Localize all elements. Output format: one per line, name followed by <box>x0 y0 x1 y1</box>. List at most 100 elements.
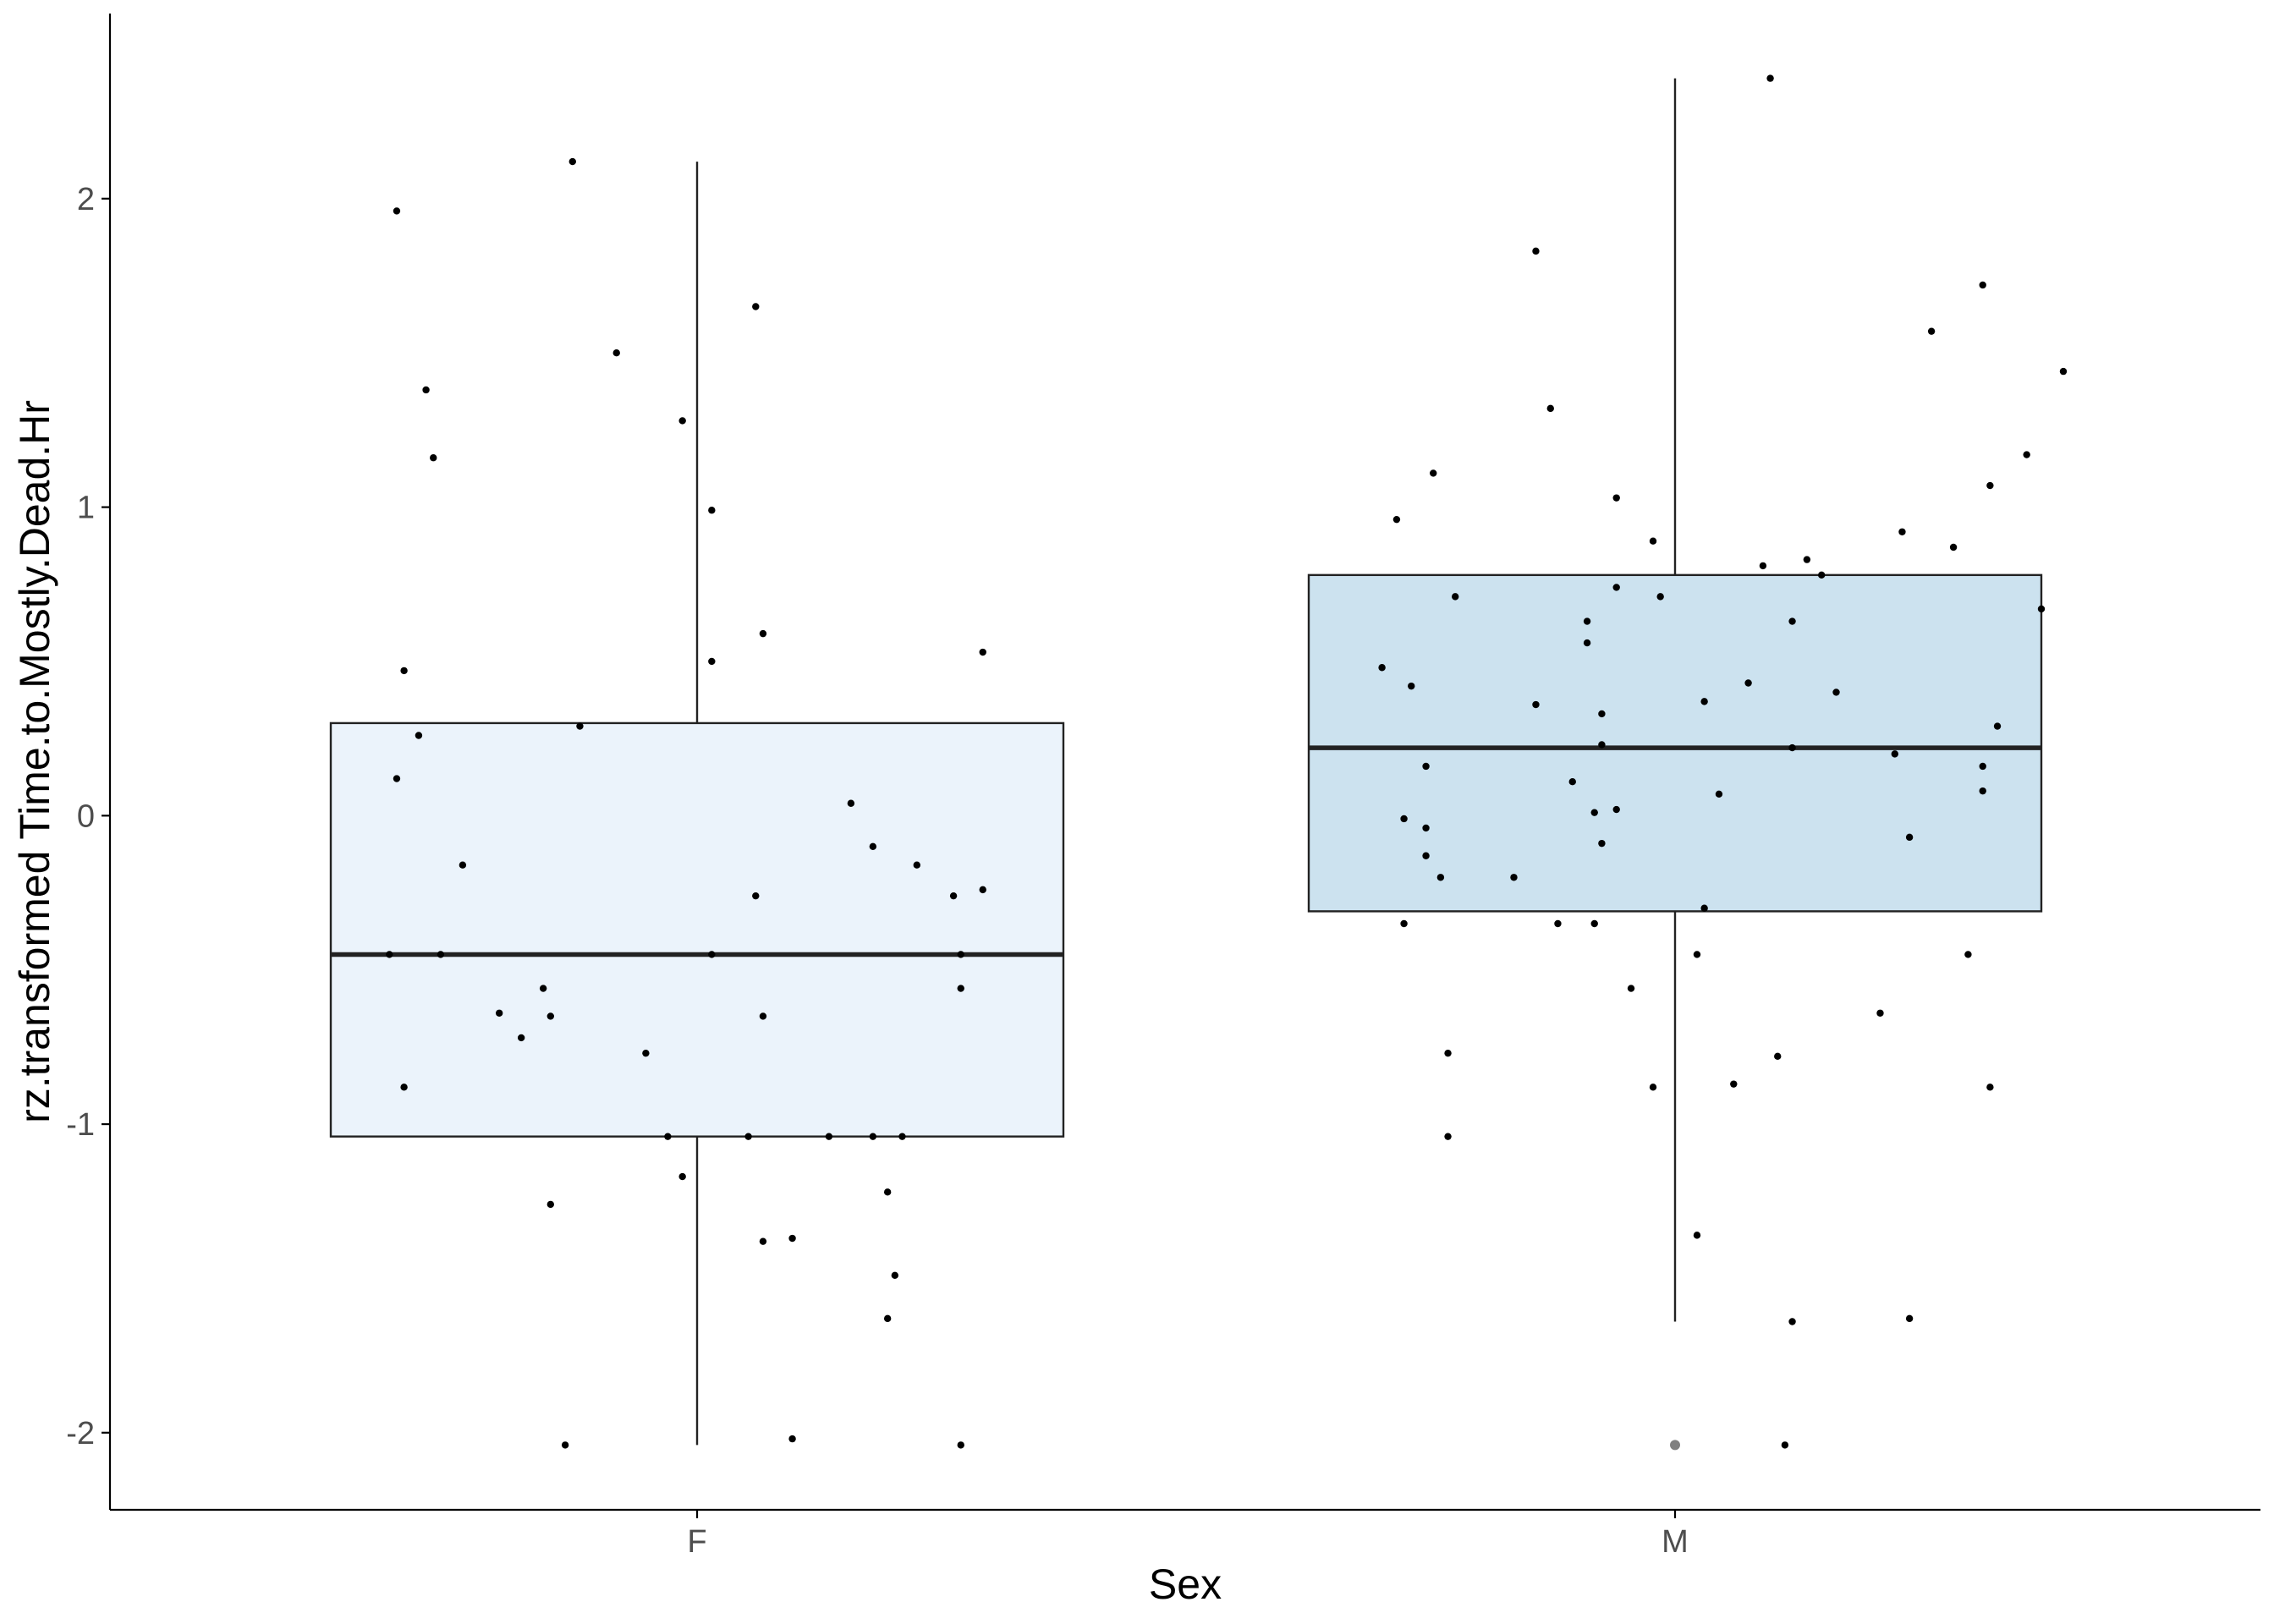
data-point <box>612 349 620 357</box>
data-point <box>1818 571 1826 579</box>
data-point <box>1546 404 1554 413</box>
data-point <box>1422 852 1430 859</box>
y-tick-label: 1 <box>77 491 95 526</box>
data-point <box>1612 584 1620 591</box>
data-point <box>495 1009 503 1017</box>
data-point <box>1730 1080 1738 1088</box>
data-point <box>422 386 430 394</box>
data-point <box>957 951 964 958</box>
data-point <box>1949 543 1958 551</box>
data-point <box>1693 1232 1701 1239</box>
data-point <box>1598 710 1606 718</box>
data-point <box>1444 1049 1452 1057</box>
data-point <box>1400 919 1408 928</box>
data-point <box>678 417 686 425</box>
data-point <box>1612 494 1620 502</box>
data-point <box>788 1435 796 1443</box>
data-point <box>1452 593 1459 601</box>
data-point <box>1627 985 1635 992</box>
data-point <box>883 1314 892 1323</box>
data-point <box>1568 778 1576 786</box>
data-point <box>759 1012 767 1020</box>
data-point <box>1436 874 1445 881</box>
data-point <box>752 892 760 900</box>
y-tick-label: -2 <box>66 1416 95 1451</box>
jitter-points-layer <box>386 74 2068 1449</box>
data-point <box>1788 743 1796 752</box>
data-point <box>1392 515 1401 524</box>
data-point <box>539 985 547 992</box>
data-point <box>825 1133 833 1140</box>
data-point <box>1598 839 1606 848</box>
data-point <box>1979 762 1986 771</box>
data-point <box>759 1237 767 1245</box>
data-point <box>1993 722 2002 730</box>
data-point <box>979 648 986 656</box>
data-point <box>2059 367 2068 376</box>
data-point <box>1612 805 1620 814</box>
x-tick-label: F <box>687 1524 706 1560</box>
x-tick-label: M <box>1662 1524 1689 1560</box>
data-point <box>1898 528 1906 535</box>
y-tick-label: 2 <box>77 182 95 217</box>
data-point <box>1649 537 1657 545</box>
data-point <box>1656 593 1664 601</box>
y-ticks: -2 -1 0 1 2 <box>66 182 110 1451</box>
data-point <box>2037 605 2046 613</box>
data-point <box>957 1441 964 1449</box>
data-point <box>664 1133 672 1140</box>
data-point <box>1649 1084 1657 1091</box>
data-point <box>1876 1009 1884 1017</box>
data-point <box>547 1012 554 1020</box>
data-point <box>1408 682 1415 690</box>
data-point <box>1986 1084 1994 1091</box>
data-point <box>437 951 445 958</box>
data-point <box>1781 1441 1789 1449</box>
data-point <box>1788 617 1796 625</box>
data-point <box>1891 750 1898 758</box>
data-point <box>1444 1133 1452 1140</box>
data-point <box>517 1034 525 1042</box>
data-point <box>642 1049 650 1057</box>
data-point <box>898 1133 906 1140</box>
data-point <box>1422 762 1430 771</box>
data-point <box>576 722 584 730</box>
data-point <box>393 207 401 215</box>
data-point <box>386 951 393 958</box>
data-point <box>1832 689 1840 696</box>
data-point <box>957 985 964 992</box>
y-tick-label: 0 <box>77 798 95 834</box>
data-point <box>1744 679 1752 687</box>
y-tick-label: -1 <box>66 1107 95 1143</box>
data-point <box>1590 809 1598 816</box>
data-point <box>1400 815 1408 823</box>
data-point <box>1986 481 1994 490</box>
data-point <box>1700 904 1708 912</box>
data-point <box>561 1441 569 1449</box>
data-point <box>883 1188 892 1196</box>
data-point <box>1430 469 1437 477</box>
data-point <box>1803 556 1811 563</box>
data-point <box>708 657 716 666</box>
y-axis-title: rz.transformed Time.to.Mostly.Dead.Hr <box>11 400 58 1123</box>
boxes-layer <box>329 78 2043 1451</box>
data-point <box>1927 327 1936 335</box>
data-point <box>788 1234 796 1243</box>
outlier-point <box>1670 1440 1680 1451</box>
data-point <box>1693 951 1701 958</box>
data-point <box>1774 1052 1782 1061</box>
data-point <box>400 1084 408 1091</box>
box-M <box>1307 573 2043 913</box>
data-point <box>1532 700 1540 709</box>
x-axis-title: Sex <box>1149 1561 1222 1608</box>
data-point <box>415 732 423 739</box>
data-point <box>949 892 958 900</box>
data-point <box>1583 639 1591 647</box>
data-point <box>708 507 716 514</box>
data-point <box>744 1133 752 1140</box>
data-point <box>708 951 716 958</box>
data-point <box>1905 833 1914 842</box>
data-point <box>1532 247 1540 255</box>
